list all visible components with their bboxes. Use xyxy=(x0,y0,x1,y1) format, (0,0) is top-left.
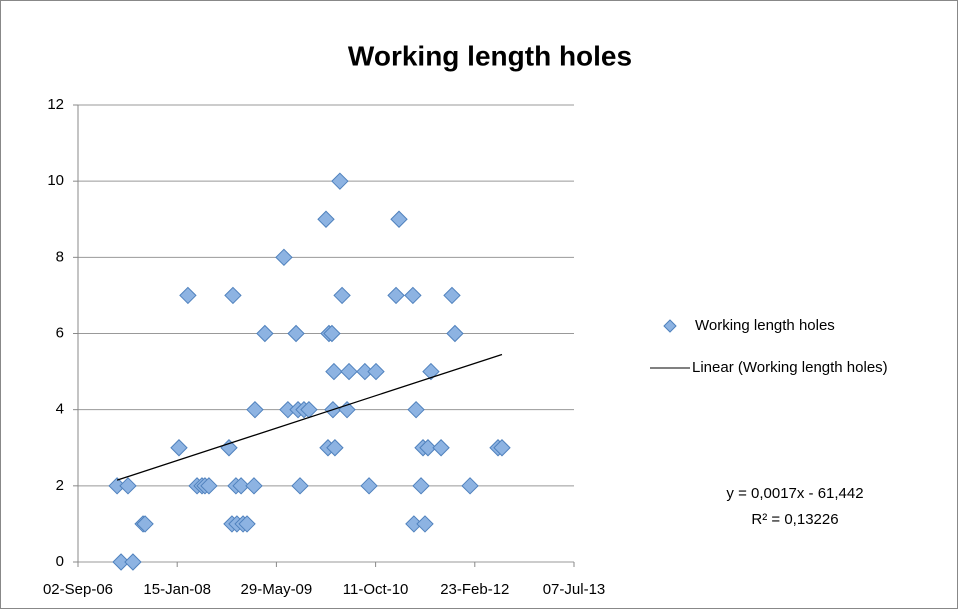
point xyxy=(232,477,250,495)
point xyxy=(119,477,137,495)
legend-marker xyxy=(663,319,677,333)
point xyxy=(331,172,349,190)
x-tick-label: 29-May-09 xyxy=(241,581,313,598)
point xyxy=(367,362,385,381)
point xyxy=(340,362,358,381)
x-tick-label: 15-Jan-08 xyxy=(143,581,211,598)
legend-label: Working length holes xyxy=(695,317,835,334)
point xyxy=(390,210,408,228)
y-tick-label: 8 xyxy=(56,248,64,265)
point xyxy=(224,286,242,305)
point xyxy=(404,286,422,305)
legend-label: Linear (Working length holes) xyxy=(692,359,888,376)
point xyxy=(325,362,343,381)
point xyxy=(461,477,479,495)
point xyxy=(245,477,263,495)
point xyxy=(387,286,405,305)
point xyxy=(287,324,305,343)
x-tick-label: 23-Feb-12 xyxy=(440,581,509,598)
point xyxy=(200,477,218,495)
point xyxy=(246,400,264,419)
y-tick-label: 4 xyxy=(56,401,64,418)
x-tick-label: 07-Jul-13 xyxy=(543,581,606,598)
point xyxy=(333,286,351,305)
point xyxy=(416,515,434,533)
point xyxy=(407,400,425,419)
point xyxy=(432,439,450,457)
point xyxy=(422,362,440,381)
y-tick-label: 12 xyxy=(47,96,64,113)
point xyxy=(323,324,341,343)
point xyxy=(238,515,256,533)
point xyxy=(291,477,309,495)
y-tick-label: 10 xyxy=(47,172,64,189)
point xyxy=(493,439,511,457)
point xyxy=(124,553,142,571)
y-tick-label: 0 xyxy=(56,553,64,570)
point xyxy=(326,439,344,457)
point xyxy=(170,439,188,457)
trend-r2: R² = 0,13226 xyxy=(751,511,838,528)
point xyxy=(112,553,130,571)
point xyxy=(275,248,293,267)
trendline xyxy=(116,353,503,481)
point xyxy=(256,324,274,343)
point xyxy=(419,439,437,457)
y-tick-label: 2 xyxy=(56,477,64,494)
point xyxy=(317,210,335,228)
x-tick-label: 02-Sep-06 xyxy=(43,581,113,598)
point xyxy=(136,515,154,533)
point xyxy=(412,477,430,495)
trend-equation: y = 0,0017x - 61,442 xyxy=(726,485,863,502)
x-tick-label: 11-Oct-10 xyxy=(343,581,409,598)
point xyxy=(360,477,378,495)
point xyxy=(446,324,464,343)
point xyxy=(179,286,197,305)
chart-title: Working length holes xyxy=(348,40,632,71)
y-tick-label: 6 xyxy=(56,324,64,341)
point xyxy=(443,286,461,305)
